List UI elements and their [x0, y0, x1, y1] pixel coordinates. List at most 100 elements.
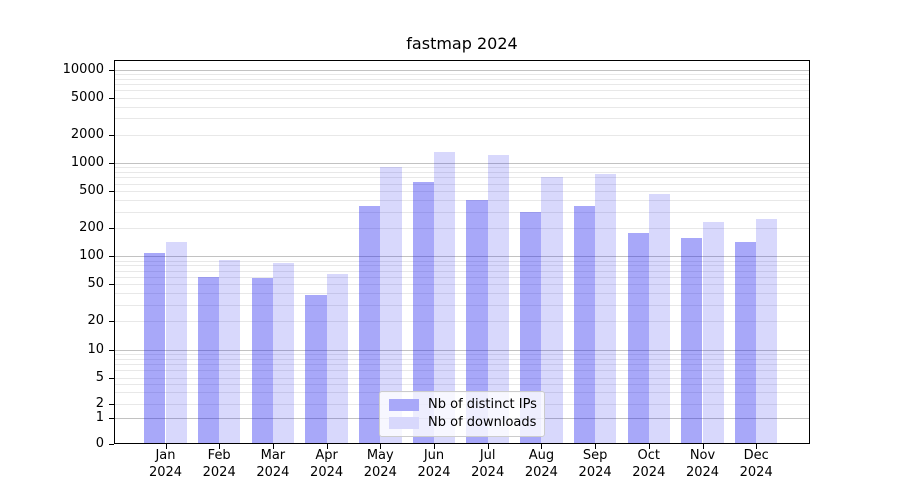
- gridline-minor: [115, 260, 809, 262]
- bar-downloads-jun: [434, 152, 456, 444]
- y-tick-label: 0: [95, 436, 104, 451]
- gridline-minor: [115, 377, 809, 379]
- gridline-minor: [115, 90, 809, 92]
- legend-item-downloads: Nb of downloads: [389, 415, 537, 431]
- legend-swatch-distinct-ips: [389, 399, 419, 411]
- gridline-minor: [115, 97, 809, 99]
- gridline-major: [115, 162, 809, 164]
- bar-distinct-ips-may: [359, 206, 381, 444]
- gridline-minor: [115, 353, 809, 355]
- gridline-minor: [115, 78, 809, 80]
- bar-downloads-may: [380, 167, 402, 444]
- bar-distinct-ips-oct: [627, 233, 649, 444]
- y-tick-mark: [109, 191, 114, 192]
- x-tick-label-year: 2024: [739, 464, 773, 480]
- x-tick-label: Apr 2024: [295, 448, 359, 481]
- x-tick-label: Jun 2024: [402, 448, 466, 481]
- bar-distinct-ips-dec: [734, 242, 757, 444]
- bar-distinct-ips-apr: [305, 295, 327, 444]
- x-tick-label-month: Jun: [423, 448, 445, 463]
- y-tick-mark: [109, 69, 114, 71]
- legend-label-downloads: Nb of downloads: [428, 415, 537, 430]
- y-tick-label: 50: [87, 276, 104, 292]
- x-tick-label-year: 2024: [148, 464, 183, 480]
- bar-distinct-ips-jan: [144, 253, 166, 444]
- gridline-minor: [115, 293, 809, 295]
- y-tick-label: 5000: [70, 89, 104, 105]
- gridline-minor: [115, 305, 809, 306]
- legend: Nb of distinct IPs Nb of downloads: [379, 391, 545, 437]
- gridline-minor: [115, 321, 809, 323]
- gridline-major: [115, 349, 809, 351]
- bar-distinct-ips-aug: [520, 211, 542, 444]
- x-tick-mark: [648, 444, 650, 449]
- legend-item-distinct-ips: Nb of distinct IPs: [389, 397, 537, 413]
- x-tick-mark: [595, 444, 597, 449]
- legend-swatch-downloads: [389, 417, 419, 429]
- gridline-minor: [115, 364, 809, 365]
- gridline-minor: [115, 358, 809, 360]
- x-tick-label: Aug 2024: [509, 448, 573, 481]
- y-tick-mark: [109, 403, 114, 405]
- y-tick-mark: [109, 321, 114, 323]
- x-tick-mark: [219, 444, 221, 449]
- y-tick-label: 2000: [70, 126, 104, 142]
- y-tick-label: 500: [79, 183, 104, 198]
- bar-downloads-oct: [648, 194, 671, 444]
- bar-downloads-dec: [756, 219, 778, 444]
- y-tick-label: 20: [87, 313, 104, 329]
- x-tick-label-month: Jul: [479, 448, 496, 463]
- gridline-minor: [115, 370, 809, 372]
- gridline-minor: [115, 167, 809, 169]
- x-tick-label-month: Jan: [155, 448, 176, 463]
- x-tick-mark: [541, 444, 543, 449]
- x-tick-label: Jul 2024: [456, 448, 520, 481]
- gridline-minor: [115, 276, 809, 278]
- bar-distinct-ips-feb: [197, 276, 220, 444]
- x-tick-label: Nov 2024: [671, 448, 735, 481]
- x-tick-label-month: May: [366, 448, 394, 463]
- x-tick-label-year: 2024: [363, 464, 397, 480]
- x-tick-label: May 2024: [348, 448, 412, 481]
- gridline-minor: [115, 134, 809, 136]
- gridline-minor: [115, 177, 809, 179]
- x-tick-label: Jan 2024: [134, 448, 198, 481]
- x-tick-label-year: 2024: [524, 464, 558, 480]
- gridline-minor: [115, 211, 809, 213]
- x-tick-label: Mar 2024: [241, 448, 305, 481]
- x-tick-label-year: 2024: [632, 464, 666, 480]
- x-tick-label-month: Apr: [315, 448, 338, 463]
- x-tick-label-month: Aug: [528, 448, 555, 463]
- bar-distinct-ips-nov: [681, 237, 703, 444]
- y-tick-mark: [109, 417, 114, 419]
- bar-distinct-ips-sep: [573, 206, 596, 444]
- chart-title: fastmap 2024: [406, 34, 518, 53]
- gridline-minor: [115, 284, 809, 286]
- y-tick-label: 5: [95, 369, 104, 385]
- x-tick-label-month: Dec: [743, 448, 769, 463]
- y-tick-mark: [109, 377, 114, 379]
- gridline-minor: [115, 118, 809, 120]
- gridline-minor: [115, 265, 809, 267]
- y-tick-label: 1000: [70, 154, 104, 170]
- y-tick-mark: [109, 444, 114, 445]
- y-tick-mark: [109, 256, 114, 258]
- bar-distinct-ips-mar: [251, 277, 273, 444]
- x-tick-mark: [380, 444, 382, 449]
- x-tick-label: Feb 2024: [187, 448, 251, 481]
- y-tick-mark: [109, 97, 114, 99]
- x-tick-mark: [326, 444, 328, 449]
- x-tick-mark: [434, 444, 435, 449]
- x-tick-label-month: Nov: [689, 448, 716, 463]
- bar-downloads-nov: [702, 221, 724, 444]
- x-tick-mark: [487, 444, 489, 449]
- y-tick-label: 200: [79, 220, 104, 236]
- y-tick-label: 2: [95, 395, 104, 411]
- gridline-minor: [115, 191, 809, 192]
- x-tick-mark: [165, 444, 167, 449]
- gridline-minor: [115, 183, 809, 185]
- gridline-minor: [115, 200, 809, 201]
- x-tick-label-month: Mar: [260, 448, 286, 463]
- x-tick-label: Dec 2024: [724, 448, 788, 481]
